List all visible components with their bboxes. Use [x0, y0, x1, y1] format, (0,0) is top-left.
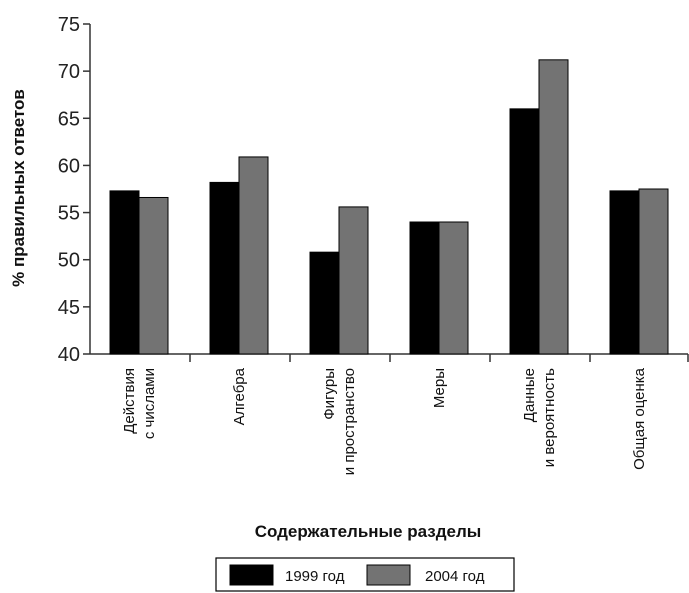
bar-2004-1 — [238, 156, 269, 355]
y-tick-label: 70 — [58, 61, 80, 83]
x-tick-label-line: Меры — [431, 368, 448, 408]
x-tick-label-line: Фигуры — [321, 368, 338, 420]
x-tick-label-line: Общая оценка — [631, 367, 648, 470]
bar-2004-5 — [638, 188, 669, 355]
x-tick-label: Меры — [431, 368, 448, 408]
bar-1999-1 — [209, 181, 240, 355]
bar-1999-4 — [509, 108, 540, 355]
y-tick-label: 60 — [58, 155, 80, 177]
bar-1999-5 — [609, 190, 640, 355]
x-axis-ticks: Действия с числами Алгебра Фигуры и простран… — [121, 354, 689, 475]
bar-1999-0 — [109, 190, 140, 355]
bar-2004-3 — [438, 221, 469, 355]
bar-1999-2 — [309, 251, 340, 355]
legend-swatch-2004 — [366, 564, 411, 586]
x-tick-label-line: с числами — [141, 368, 158, 439]
x-tick-label: Данные и вероятность — [521, 368, 558, 467]
y-axis-label: % правильных ответов — [9, 89, 28, 287]
bar-1999-3 — [409, 221, 440, 355]
y-tick-label: 55 — [58, 203, 80, 225]
y-axis-ticks: 40 45 50 55 60 65 70 75 — [58, 14, 90, 366]
bars — [109, 59, 669, 355]
x-tick-label-line: Данные — [521, 368, 538, 422]
bar-2004-4 — [538, 59, 569, 355]
x-tick-label-line: и вероятность — [541, 368, 558, 467]
bar-2004-0 — [138, 196, 169, 355]
legend-swatch-1999 — [229, 564, 274, 586]
x-tick-label: Действия с числами — [121, 368, 158, 439]
y-tick-label: 50 — [58, 250, 80, 272]
x-tick-label: Общая оценка — [631, 367, 648, 470]
legend: 1999 год 2004 год — [215, 557, 515, 592]
legend-label-2004: 2004 год — [425, 568, 485, 585]
x-tick-label: Фигуры и пространство — [321, 368, 358, 475]
x-tick-label-line: Действия — [121, 368, 138, 434]
x-tick-label-line: Алгебра — [231, 367, 248, 425]
x-axis-label: Содержательные разделы — [255, 522, 482, 541]
axes — [89, 24, 688, 355]
y-tick-label: 65 — [58, 108, 80, 130]
y-tick-label: 40 — [58, 344, 80, 366]
x-tick-label: Алгебра — [231, 367, 248, 425]
legend-label-1999: 1999 год — [285, 568, 345, 585]
y-tick-label: 45 — [58, 297, 80, 319]
y-tick-label: 75 — [58, 14, 80, 36]
x-tick-label-line: и пространство — [341, 368, 358, 475]
bar-2004-2 — [338, 206, 369, 355]
